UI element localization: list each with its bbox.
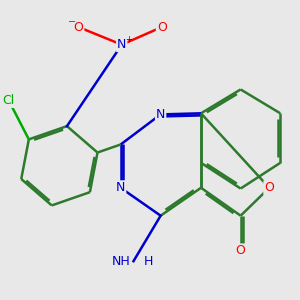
Text: O: O (264, 181, 274, 194)
Text: N: N (117, 38, 126, 51)
Text: O: O (157, 21, 167, 34)
Text: N: N (156, 108, 165, 121)
Text: H: H (144, 255, 153, 268)
Text: N: N (116, 181, 125, 194)
Text: O: O (74, 21, 83, 34)
Text: Cl: Cl (3, 94, 15, 107)
Text: NH: NH (112, 255, 130, 268)
Text: O: O (236, 244, 246, 257)
Text: +: + (125, 35, 132, 44)
Text: −: − (68, 17, 76, 27)
